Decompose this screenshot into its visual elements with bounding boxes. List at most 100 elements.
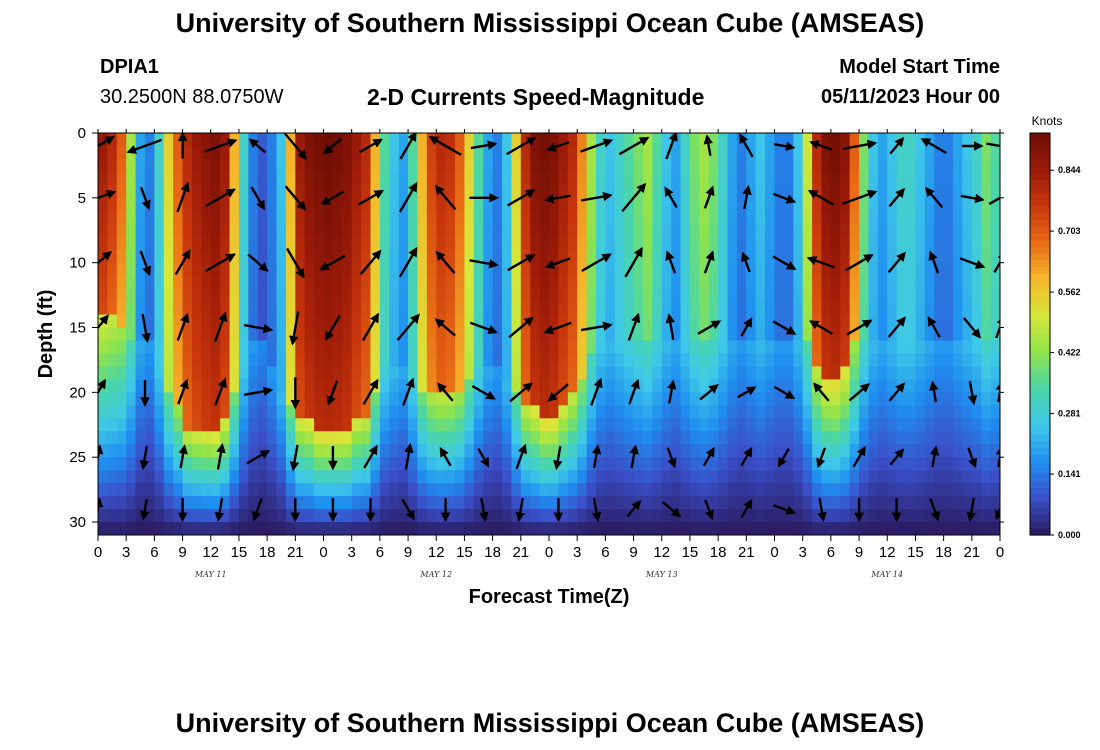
heatmap-cell: [567, 133, 578, 147]
heatmap-cell: [934, 431, 945, 445]
heatmap-cell: [295, 366, 306, 380]
heatmap-cell: [276, 340, 287, 355]
heatmap-cell: [736, 418, 747, 432]
heatmap-cell: [793, 158, 804, 173]
heatmap-cell: [877, 496, 888, 510]
colorbar-segment: [1030, 367, 1050, 375]
heatmap-cell: [736, 379, 747, 393]
heatmap-cell: [802, 327, 813, 342]
heatmap-cell: [285, 301, 296, 316]
heatmap-cell: [539, 444, 550, 458]
heatmap-cell: [642, 366, 653, 380]
heatmap-cell: [238, 210, 249, 225]
heatmap-cell: [868, 301, 879, 316]
heatmap-cell: [840, 483, 851, 497]
heatmap-cell: [483, 418, 494, 432]
heatmap-cell: [1000, 276, 1010, 290]
heatmap-cell: [408, 483, 419, 497]
heatmap-cell: [586, 210, 597, 225]
heatmap-cell: [144, 418, 155, 432]
heatmap-cell: [238, 353, 249, 368]
heatmap-cell: [924, 158, 935, 173]
heatmap-cell: [539, 288, 550, 303]
heatmap-cell: [915, 444, 926, 458]
heatmap-cell: [144, 145, 155, 160]
heatmap-cell: [934, 301, 945, 316]
heatmap-cell: [332, 470, 343, 484]
heatmap-cell: [436, 223, 447, 238]
heatmap-cell: [915, 379, 926, 393]
heatmap-cell: [558, 145, 569, 160]
heatmap-cell: [201, 223, 212, 238]
heatmap-cell: [464, 184, 475, 199]
heatmap-cell: [962, 327, 973, 342]
heatmap-cell: [107, 327, 118, 342]
current-vector-arrow: [507, 254, 536, 272]
heatmap-cell: [605, 366, 616, 380]
heatmap-cell: [473, 301, 484, 316]
heatmap-cell: [661, 327, 672, 342]
heatmap-cell: [191, 444, 202, 458]
heatmap-cell: [473, 496, 484, 510]
heatmap-cell: [915, 197, 926, 212]
heatmap-cell: [727, 483, 738, 497]
heatmap-cell: [586, 509, 597, 523]
heatmap-cell: [793, 379, 804, 393]
heatmap-cell: [408, 457, 419, 471]
heatmap-cell: [370, 210, 381, 225]
heatmap-cell: [783, 405, 794, 419]
heatmap-cell: [389, 249, 400, 264]
heatmap-cell: [107, 275, 118, 290]
heatmap-cell: [633, 431, 644, 445]
heatmap-cell: [689, 457, 700, 471]
heatmap-cell: [549, 262, 559, 277]
heatmap-cell: [812, 145, 823, 160]
heatmap-cell: [736, 288, 747, 303]
heatmap-cell: [577, 405, 588, 419]
heatmap-cell: [98, 133, 108, 147]
heatmap-cell: [398, 184, 409, 199]
heatmap-cell: [173, 470, 184, 484]
heatmap-cell: [276, 288, 287, 303]
heatmap-cell: [774, 314, 785, 329]
heatmap-cell: [746, 275, 757, 290]
heatmap-cell: [727, 405, 738, 419]
heatmap-cell: [774, 431, 785, 445]
heatmap-cell: [755, 133, 766, 147]
heatmap-cell: [906, 249, 917, 264]
heatmap-cell: [351, 379, 362, 393]
heatmap-cell: [877, 444, 888, 458]
heatmap-cell: [304, 470, 315, 484]
heatmap-cell: [426, 470, 437, 484]
heatmap-cell: [98, 483, 108, 497]
heatmap-cell: [652, 301, 663, 316]
heatmap-cell: [135, 249, 146, 264]
heatmap-cell: [182, 483, 193, 497]
heatmap-cell: [492, 457, 503, 471]
heatmap-cell: [455, 327, 466, 342]
heatmap-cell: [821, 249, 832, 264]
heatmap-cell: [971, 184, 982, 199]
heatmap-cell: [483, 301, 494, 316]
heatmap-cell: [379, 210, 390, 225]
heatmap-cell: [502, 366, 513, 380]
heatmap-cell: [549, 171, 559, 186]
heatmap-cell: [267, 431, 278, 445]
heatmap-cell: [924, 418, 935, 432]
heatmap-cell: [689, 184, 700, 199]
heatmap-cell: [971, 483, 982, 497]
heatmap-cell: [126, 353, 137, 368]
heatmap-cell: [220, 145, 231, 160]
heatmap-cell: [210, 522, 221, 535]
heatmap-cell: [990, 197, 1000, 212]
heatmap-cell: [1000, 431, 1010, 445]
heatmap-cell: [455, 418, 466, 432]
heatmap-cell: [445, 171, 456, 186]
heatmap-cell: [285, 353, 296, 368]
heatmap-cell: [408, 223, 419, 238]
heatmap-cell: [539, 379, 550, 393]
heatmap-cell: [304, 431, 315, 445]
x-tick-label: 18: [259, 544, 276, 561]
heatmap-cell: [943, 171, 954, 186]
heatmap-cell: [614, 184, 625, 199]
